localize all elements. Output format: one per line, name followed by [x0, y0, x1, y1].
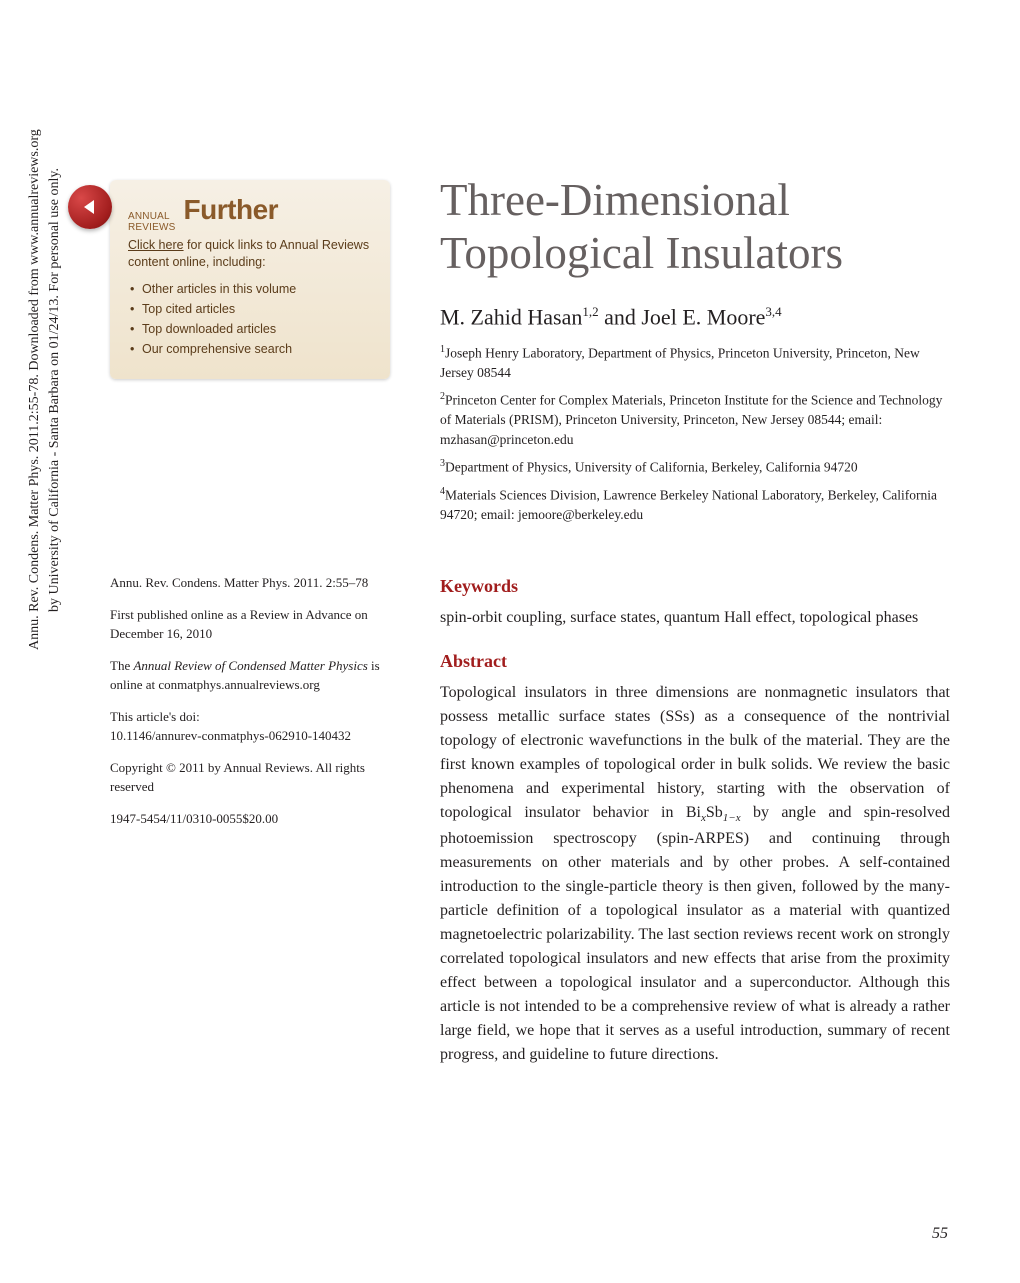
copyright-line: Copyright © 2011 by Annual Reviews. All … — [110, 758, 390, 797]
click-here-text: Click here for quick links to Annual Rev… — [128, 237, 372, 271]
title-block: Three-Dimensional Topological Insulators… — [440, 180, 950, 533]
bullet-item[interactable]: Other articles in this volume — [128, 279, 372, 299]
citation-line: Annu. Rev. Condens. Matter Phys. 2011. 2… — [110, 573, 390, 593]
affiliation-3: 3Department of Physics, University of Ca… — [440, 457, 950, 477]
affiliation-1: 1Joseph Henry Laboratory, Department of … — [440, 343, 950, 383]
affiliation-4: 4Materials Sciences Division, Lawrence B… — [440, 485, 950, 525]
reviews-label: REVIEWS — [128, 222, 176, 233]
further-header: ANNUAL REVIEWS Further — [128, 194, 372, 233]
bullet-item[interactable]: Our comprehensive search — [128, 339, 372, 359]
aff-text: Joseph Henry Laboratory, Department of P… — [440, 345, 920, 380]
bottom-row: Annu. Rev. Condens. Matter Phys. 2011. 2… — [110, 573, 950, 1067]
further-box: ANNUAL REVIEWS Further Click here for qu… — [110, 180, 390, 533]
bullet-item[interactable]: Top downloaded articles — [128, 319, 372, 339]
affiliation-2: 2Princeton Center for Complex Materials,… — [440, 390, 950, 449]
abstract-heading: Abstract — [440, 648, 950, 675]
jl-pre: The — [110, 658, 133, 673]
jl-italic: Annual Review of Condensed Matter Physic… — [133, 658, 367, 673]
doi-block: This article's doi: 10.1146/annurev-conm… — [110, 707, 390, 746]
abs-pre: Topological insulators in three dimensio… — [440, 684, 950, 821]
abs-sub2: 1−x — [723, 812, 741, 824]
author-2-sup: 3,4 — [765, 304, 781, 319]
aff-text: Department of Physics, University of Cal… — [445, 460, 858, 475]
abs-post: by angle and spin-resolved photoemission… — [440, 804, 950, 1063]
authors-line: M. Zahid Hasan1,2 and Joel E. Moore3,4 — [440, 304, 950, 330]
author-and: and Joel E. Moore — [599, 305, 766, 330]
vcite-line1: Annu. Rev. Condens. Matter Phys. 2011.2:… — [27, 129, 42, 650]
issn-line: 1947-5454/11/0310-0055$20.00 — [110, 809, 390, 829]
further-panel: ANNUAL REVIEWS Further Click here for qu… — [110, 180, 390, 379]
doi-label: This article's doi: — [110, 709, 200, 724]
journal-line: The Annual Review of Condensed Matter Ph… — [110, 656, 390, 695]
first-pub-line: First published online as a Review in Ad… — [110, 605, 390, 644]
vcite-line2: by University of California - Santa Barb… — [47, 168, 62, 612]
abstract-block: Keywords spin-orbit coupling, surface st… — [440, 573, 950, 1067]
top-row: ANNUAL REVIEWS Further Click here for qu… — [110, 180, 950, 533]
bullet-item[interactable]: Top cited articles — [128, 299, 372, 319]
click-here-link[interactable]: Click here — [128, 238, 184, 252]
author-1-sup: 1,2 — [582, 304, 598, 319]
aff-text: Materials Sciences Division, Lawrence Be… — [440, 488, 937, 523]
further-word: Further — [184, 194, 279, 226]
abs-mid: Sb — [706, 804, 723, 821]
vertical-citation: Annu. Rev. Condens. Matter Phys. 2011.2:… — [25, 130, 64, 650]
author-1: M. Zahid Hasan — [440, 305, 582, 330]
annual-reviews-label: ANNUAL REVIEWS — [128, 212, 176, 233]
page-root: Annu. Rev. Condens. Matter Phys. 2011.2:… — [0, 0, 1020, 1283]
page-number: 55 — [932, 1225, 948, 1243]
keywords-heading: Keywords — [440, 573, 950, 600]
abstract-text: Topological insulators in three dimensio… — [440, 681, 950, 1067]
aff-text: Princeton Center for Complex Materials, … — [440, 393, 942, 447]
keywords-text: spin-orbit coupling, surface states, qua… — [440, 606, 950, 630]
doi-value: 10.1146/annurev-conmatphys-062910-140432 — [110, 728, 351, 743]
article-title: Three-Dimensional Topological Insulators — [440, 174, 950, 280]
annual-label: ANNUAL — [128, 211, 170, 222]
further-bullets: Other articles in this volume Top cited … — [128, 279, 372, 359]
left-metadata: Annu. Rev. Condens. Matter Phys. 2011. 2… — [110, 573, 390, 1067]
triangle-left-icon — [81, 198, 99, 216]
play-icon[interactable] — [68, 185, 112, 229]
